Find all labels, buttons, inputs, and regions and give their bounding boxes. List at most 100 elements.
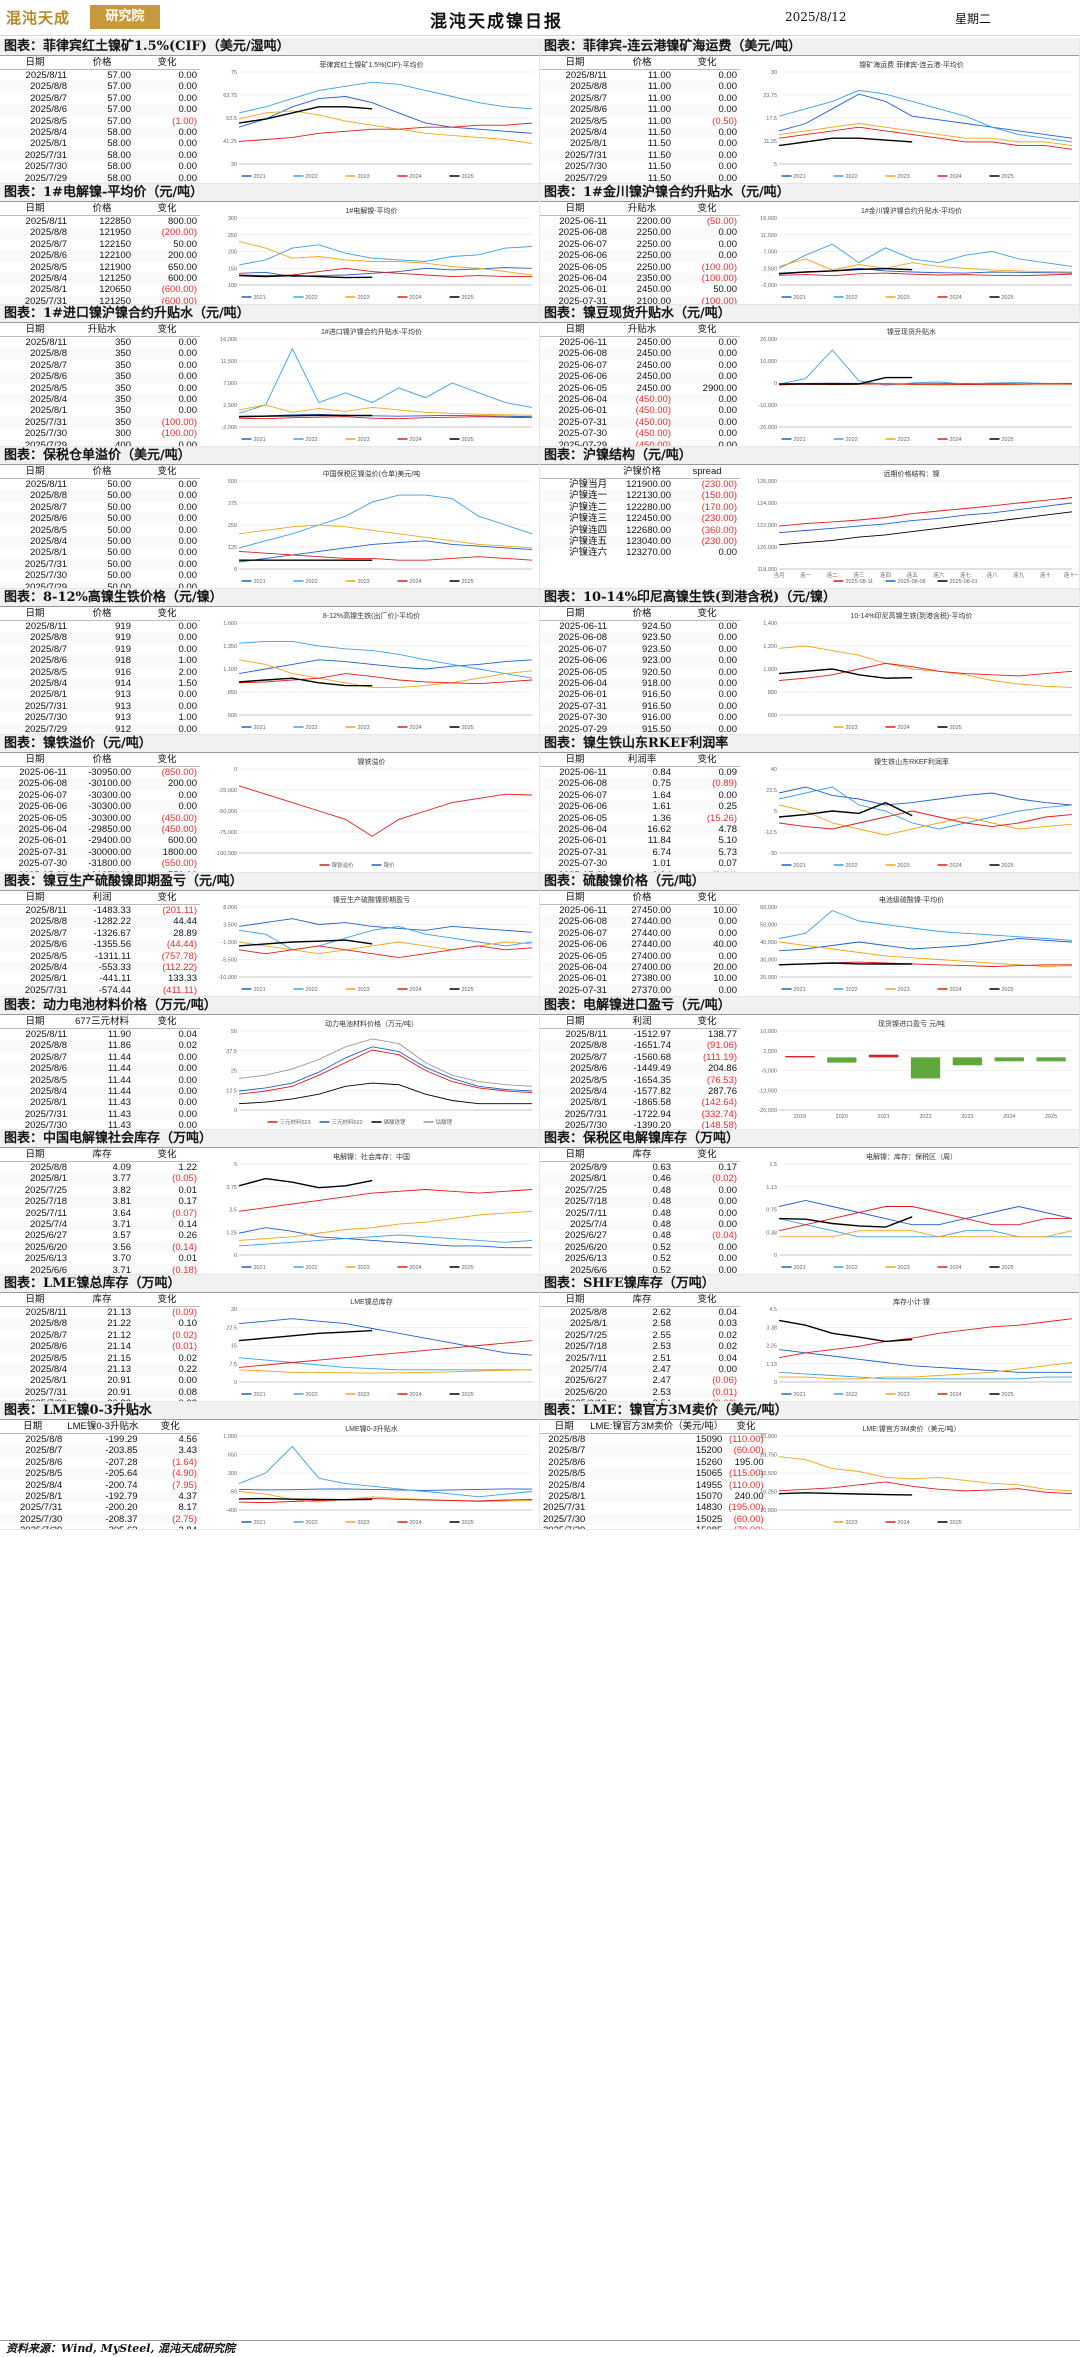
table-cell: 2025/6/13 — [564, 1253, 608, 1265]
table-cell: 2025-07-30 — [558, 712, 608, 724]
table-cell: (450.00) — [635, 405, 671, 417]
table-cell: 11.50 — [610, 149, 674, 162]
series-line-2024 — [238, 673, 533, 685]
table-row: 2025-06-08 0.75 (0.89) — [540, 778, 740, 790]
table-cell: 0.00 — [674, 1364, 740, 1376]
series-line-2022 — [238, 1445, 533, 1498]
table-row: 2025-06-07 27440.00 0.00 — [540, 928, 740, 939]
table-cell: 2025-07-31 — [540, 416, 611, 429]
table-row: 2025-06-06 -30300.00 0.00 — [0, 801, 200, 813]
chart-title: 电解镍：社会库存：中国 — [333, 1152, 410, 1161]
legend-label: 2024 — [410, 1265, 422, 1271]
y-tick-label: 126,000 — [757, 479, 777, 485]
panel-title: 图表：沪镍结构（元/吨） — [540, 447, 1079, 465]
table-cell: 50.00 — [70, 490, 134, 502]
table-cell: 0.00 — [674, 149, 740, 162]
table-cell: 0.00 — [718, 950, 738, 962]
y-tick-label: -75,000 — [218, 830, 237, 836]
x-tick-label: 连十一 — [1064, 571, 1078, 579]
table-cell: -203.85 — [65, 1445, 141, 1457]
series-line-2025 — [778, 267, 913, 275]
y-tick-label: 300 — [228, 216, 237, 222]
table-cell: 0.00 — [178, 161, 198, 173]
table-cell: 2025/8/7 — [30, 1329, 68, 1341]
table-cell: 2025/8/7 — [0, 1445, 66, 1457]
legend-label: 2024 — [410, 174, 422, 180]
legend-label: 2021 — [254, 579, 266, 585]
table-row: 2025-06-01 916.50 0.00 — [540, 689, 740, 700]
chart-title: 镍豆现货升贴水 — [887, 327, 936, 336]
table-cell: 0.52 — [652, 1253, 672, 1265]
series-line-2022 — [778, 1371, 1072, 1380]
table-cell: 0.00 — [134, 723, 200, 734]
table-cell: 923.50 — [610, 632, 674, 644]
table-row: 2025/8/8 350 0.00 — [0, 348, 200, 360]
table-cell: 204.86 — [674, 1063, 740, 1075]
table-header-0: 日期 — [0, 203, 71, 216]
table-cell: 2025-06-08 — [540, 348, 611, 360]
logo-box: 研究院 — [90, 5, 160, 29]
table-cell: 2025/7/31 — [543, 1502, 586, 1514]
table-cell: 122130.00 — [610, 490, 674, 502]
table-cell: 2025/8/8 — [570, 1307, 608, 1318]
table-row: 2025-07-30 -31800.00 (550.00) — [0, 858, 200, 869]
table-row: 2025/8/1 11.50 0.00 — [540, 138, 740, 149]
table-cell: 0.00 — [674, 439, 740, 446]
table-row: 沪镍连五 123040.00 (230.00) — [540, 536, 740, 548]
table-cell: 2350.00 — [610, 273, 674, 285]
chart-panel-p18: 图表：保税区电解镍库存（万吨） 日期 库存 变化 2025/8/9 0.63 0.17 202… — [540, 1130, 1080, 1275]
legend-label: 2022 — [306, 1392, 318, 1398]
table-cell: 2025-06-05 — [558, 666, 608, 678]
table-cell: 27440.00 — [631, 927, 671, 939]
table-cell: 2025-06-01 — [558, 835, 608, 847]
table-cell: 2025/8/8 — [540, 81, 611, 93]
table-cell: 沪镍连四 — [569, 524, 608, 536]
table-row: 2025/8/7 50.00 0.00 — [0, 502, 200, 513]
table-cell: 2025/8/7 — [570, 1051, 608, 1063]
table-cell: 2900.00 — [702, 382, 737, 394]
series-line-磷酸铁锂 — [238, 1082, 532, 1105]
series-line-2024 — [778, 126, 1073, 150]
table-cell: 2025-06-11 — [559, 216, 608, 227]
series-line-2023 — [778, 804, 1073, 836]
table-cell: 2025/8/5 — [0, 1468, 66, 1480]
y-tick-label: 8,000 — [223, 905, 237, 911]
table-row: 2025/8/4 11.44 0.00 — [0, 1086, 200, 1098]
y-tick-label: 50 — [231, 1029, 237, 1035]
legend-label: 2024 — [410, 579, 422, 585]
table-row: 2025/8/4 350 0.00 — [0, 394, 200, 406]
table-cell: 2025-06-05 — [558, 261, 608, 273]
chart-p21: LME镍0-3升贴水 -400 -50 300 650 1,000 2021 2022 2023… — [223, 1424, 533, 1526]
data-table: 日期 价格 变化 2025/8/11 50.00 0.00 2025/8/8 50.00 0.0… — [0, 466, 200, 588]
y-tick-label: 1.13 — [766, 1362, 777, 1368]
table-row: 2025/8/11 122850 800.00 — [0, 216, 200, 228]
table-row: 2025/8/1 0.46 (0.02) — [540, 1173, 740, 1185]
table-cell: -1326.67 — [93, 927, 131, 939]
y-tick-label: -50 — [229, 1490, 237, 1496]
table-header-1: 库存 — [70, 1294, 134, 1307]
table-row: 2025-06-05 2250.00 (100.00) — [540, 262, 740, 273]
table-row: 2025/8/11 11.90 0.04 — [0, 1029, 200, 1041]
table-row: 2025/8/1 350 0.00 — [0, 405, 200, 416]
table-cell: 11.84 — [647, 835, 671, 847]
table-row: 2025-07-290.94(0.04) — [540, 869, 740, 872]
table-cell: 2025/7/29 — [540, 172, 611, 183]
table-cell: 2025/7/18 — [540, 1341, 611, 1353]
panel-title: 图表：LME镍0-3升贴水 — [0, 1402, 539, 1420]
table-header-2: 变化 — [134, 466, 200, 479]
chart-p17: 电解镍：社会库存：中国 0 1.25 2.5 3.75 5 2021 2022 2023 2024… — [226, 1152, 533, 1271]
y-tick-label: 0 — [234, 767, 237, 773]
table-cell: -1577.82 — [610, 1086, 674, 1098]
table-cell: 2025-07-30 — [558, 428, 608, 440]
table-cell: 2025/6/20 — [540, 1386, 611, 1399]
table-cell: 0.01 — [178, 1253, 198, 1265]
report-title: 混沌天成镍日报 — [430, 12, 563, 32]
table-row: 2025/8/11 21.13 (0.09) — [0, 1307, 200, 1319]
table-cell: 2025/8/7 — [30, 92, 68, 104]
y-tick-label: 20,000 — [760, 975, 777, 981]
y-tick-label: 3.38 — [766, 1325, 777, 1331]
y-tick-label: -12,500 — [758, 1088, 777, 1094]
y-tick-label: -30 — [769, 851, 777, 857]
chart-panel-p21: 图表：LME镍0-3升贴水 日期 LME镍0-3升贴水 变化 2025/8/8 -199.… — [0, 1402, 540, 1530]
legend-label: 2025 — [462, 987, 474, 993]
